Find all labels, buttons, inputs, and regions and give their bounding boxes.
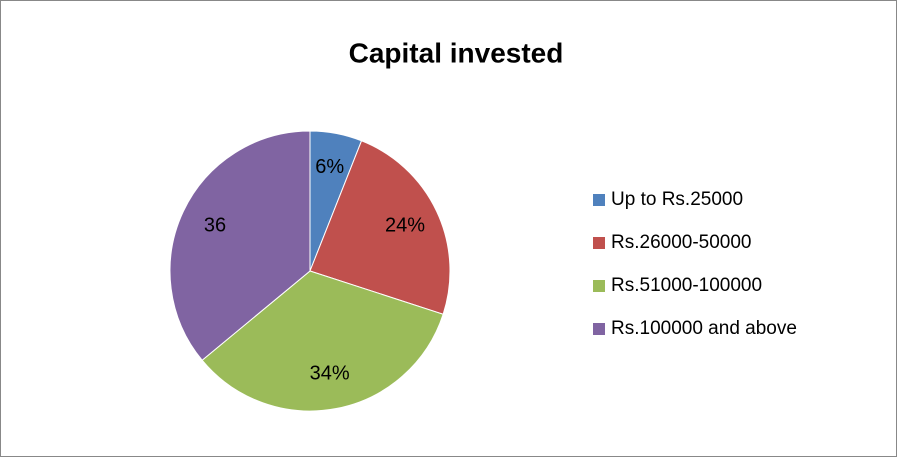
legend-label: Rs.51000-100000 — [611, 275, 762, 296]
legend-swatch — [593, 280, 605, 292]
pie-slice — [309, 140, 451, 315]
legend-label: Up to Rs.25000 — [611, 189, 743, 210]
data-label: 24% — [385, 215, 425, 237]
legend-swatch — [593, 323, 605, 335]
data-label: 34% — [310, 362, 350, 384]
legend-label: Rs.26000-50000 — [611, 232, 752, 253]
pie-slice — [201, 270, 444, 412]
data-label: 6% — [315, 156, 344, 178]
data-label: 36 — [204, 215, 226, 237]
chart-title: Capital invested — [349, 37, 564, 68]
legend-swatch — [593, 194, 605, 206]
legend-label: Rs.100000 and above — [611, 318, 797, 339]
pie-slice — [169, 130, 311, 361]
legend-swatch — [593, 237, 605, 249]
